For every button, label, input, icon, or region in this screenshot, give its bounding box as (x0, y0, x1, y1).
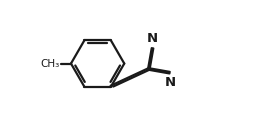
Text: CH₃: CH₃ (41, 59, 60, 69)
Text: N: N (147, 32, 158, 45)
Text: N: N (165, 76, 176, 89)
